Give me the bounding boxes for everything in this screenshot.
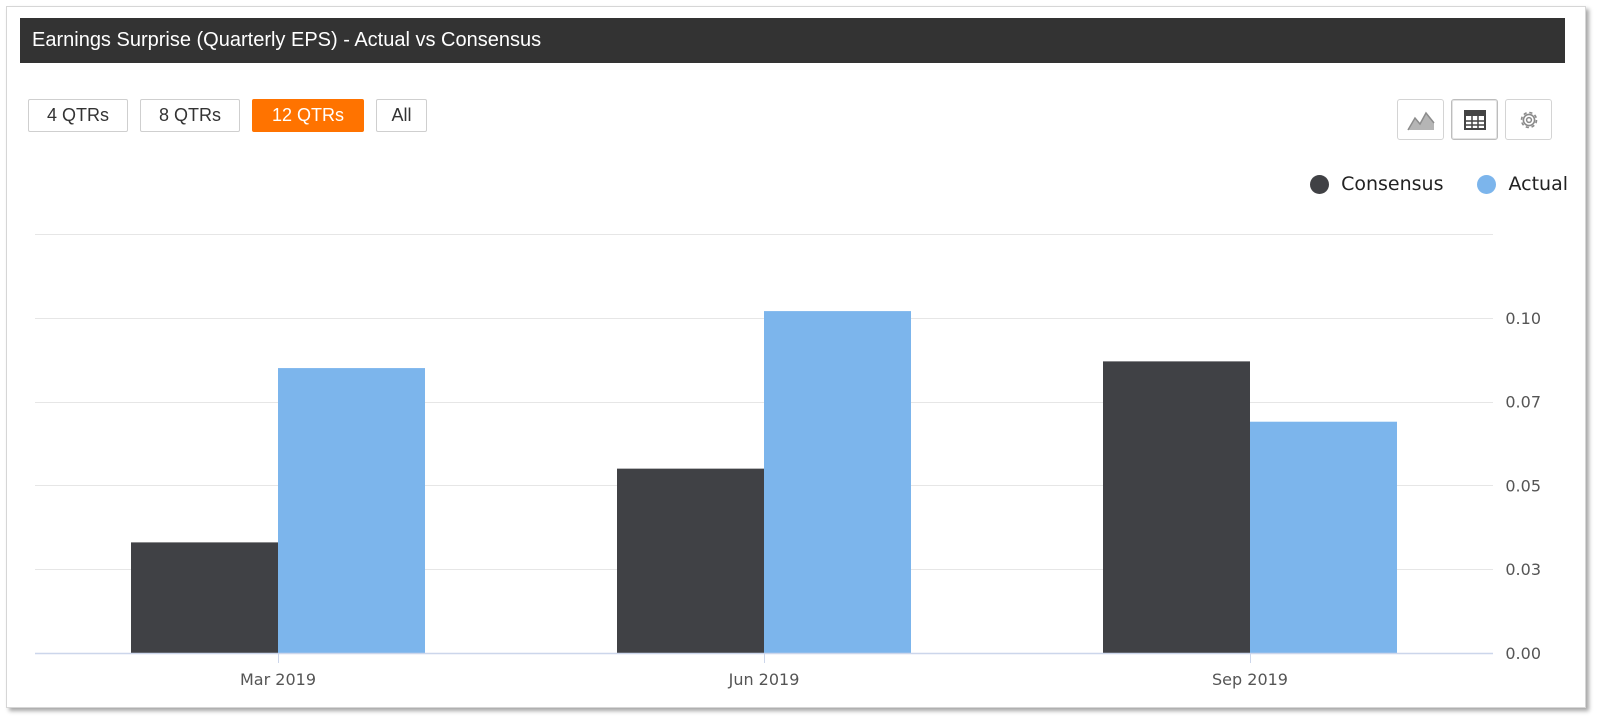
gear-icon [1520,111,1537,128]
range-button-8-qtrs[interactable]: 8 QTRs [140,99,240,132]
range-button-all[interactable]: All [376,99,427,132]
legend-marker-actual [1477,174,1497,194]
y-tick-label: 0.03 [1505,560,1541,579]
chart-legend: Consensus Actual [1276,168,1568,200]
x-tick-label: Sep 2019 [1212,670,1288,689]
y-tick-label: 0.10 [1505,309,1541,328]
table-view-button[interactable] [1451,99,1498,140]
legend-label-consensus: Consensus [1341,173,1444,195]
panel-title: Earnings Surprise (Quarterly EPS) - Actu… [20,18,1565,63]
y-tick-label: 0.00 [1505,644,1541,663]
table-icon [1463,109,1486,130]
range-button-12-qtrs[interactable]: 12 QTRs [252,99,364,132]
legend-item-actual[interactable]: Actual [1477,173,1568,195]
y-tick-label: 0.07 [1505,393,1541,412]
range-button-4-qtrs[interactable]: 4 QTRs [28,99,128,132]
bar-consensus-mar-2019 [131,542,278,653]
bar-consensus-sep-2019 [1103,361,1250,653]
bar-actual-mar-2019 [278,368,425,653]
settings-button[interactable] [1505,99,1552,140]
bar-actual-sep-2019 [1250,421,1397,653]
chart-view-button[interactable] [1397,99,1444,140]
legend-label-actual: Actual [1508,173,1568,195]
x-tick-label: Jun 2019 [728,670,800,689]
bar-actual-jun-2019 [764,311,911,653]
x-tick-label: Mar 2019 [240,670,316,689]
legend-marker-consensus [1310,174,1330,194]
bar-consensus-jun-2019 [617,468,764,653]
y-tick-label: 0.05 [1505,476,1541,495]
area-chart-icon [1406,111,1435,130]
legend-item-consensus[interactable]: Consensus [1310,173,1443,195]
